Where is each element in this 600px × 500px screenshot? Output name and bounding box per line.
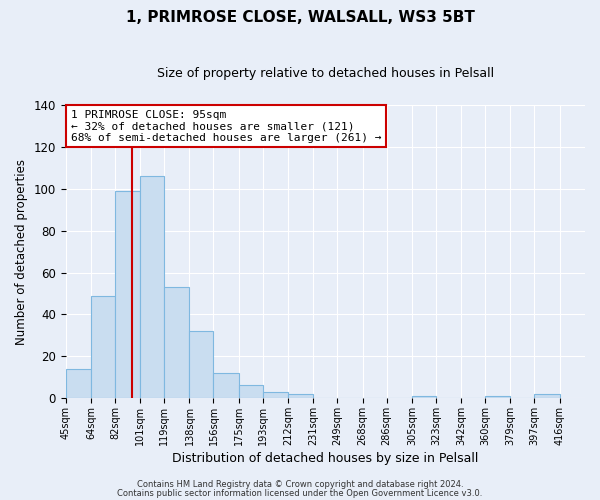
Bar <box>140 176 164 398</box>
Text: 1, PRIMROSE CLOSE, WALSALL, WS3 5BT: 1, PRIMROSE CLOSE, WALSALL, WS3 5BT <box>125 10 475 25</box>
Bar <box>535 394 560 398</box>
Text: 1 PRIMROSE CLOSE: 95sqm
← 32% of detached houses are smaller (121)
68% of semi-d: 1 PRIMROSE CLOSE: 95sqm ← 32% of detache… <box>71 110 382 143</box>
Bar <box>65 369 91 398</box>
Bar <box>485 396 511 398</box>
Bar <box>164 287 190 398</box>
Y-axis label: Number of detached properties: Number of detached properties <box>15 158 28 344</box>
Bar <box>91 296 115 398</box>
Bar <box>214 373 239 398</box>
Bar <box>239 386 263 398</box>
Bar <box>263 392 288 398</box>
Text: Contains HM Land Registry data © Crown copyright and database right 2024.: Contains HM Land Registry data © Crown c… <box>137 480 463 489</box>
Bar <box>412 396 436 398</box>
Title: Size of property relative to detached houses in Pelsall: Size of property relative to detached ho… <box>157 68 494 80</box>
Text: Contains public sector information licensed under the Open Government Licence v3: Contains public sector information licen… <box>118 488 482 498</box>
Bar <box>288 394 313 398</box>
X-axis label: Distribution of detached houses by size in Pelsall: Distribution of detached houses by size … <box>172 452 479 465</box>
Bar <box>115 191 140 398</box>
Bar <box>190 331 214 398</box>
